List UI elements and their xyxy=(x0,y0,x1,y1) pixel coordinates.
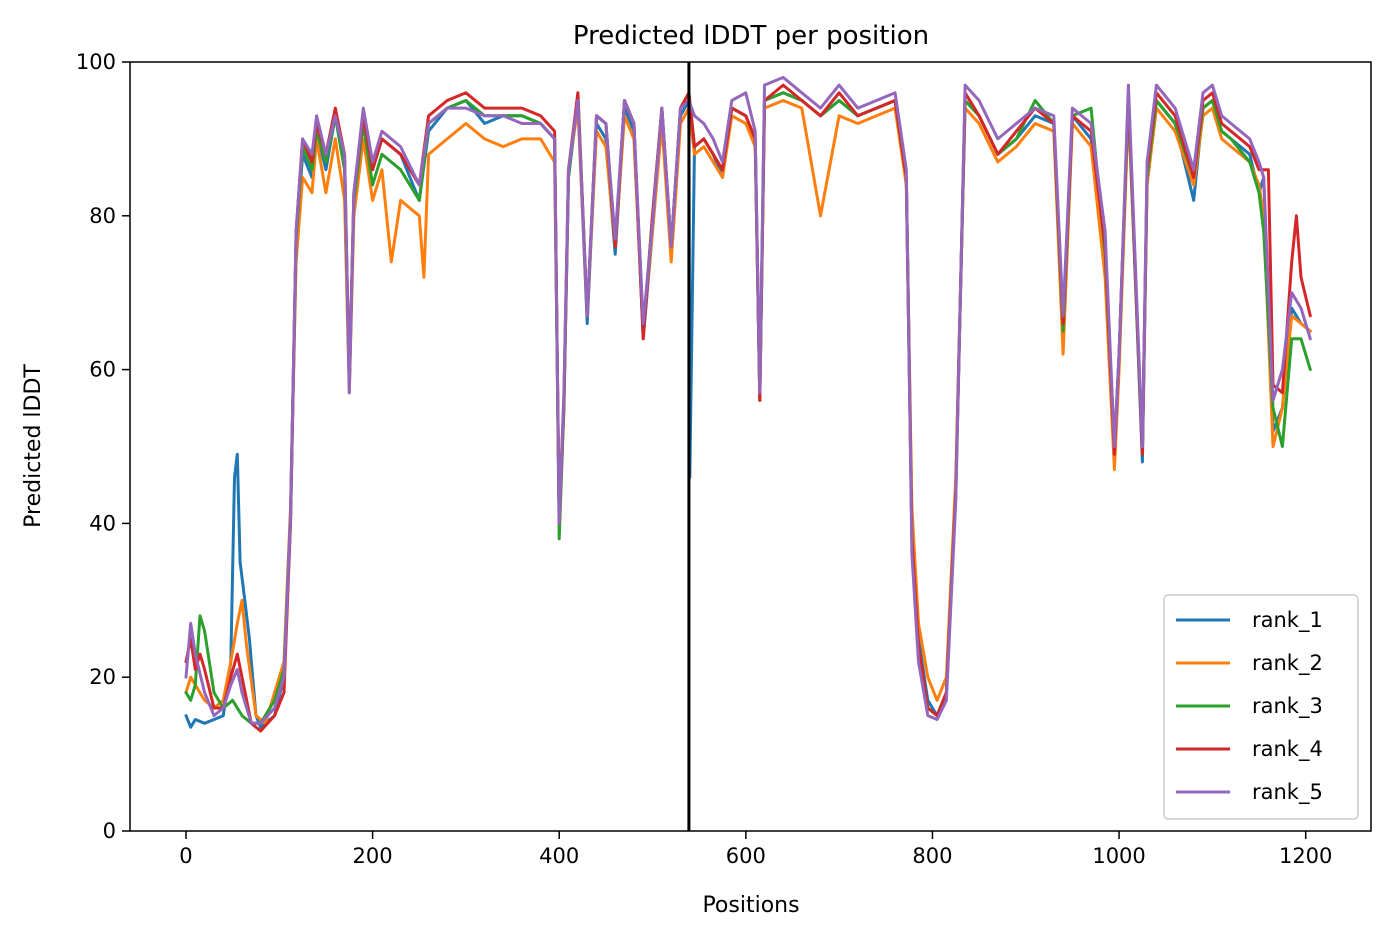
x-tick-label: 400 xyxy=(539,844,579,868)
legend-frame xyxy=(1163,594,1359,820)
series-layer xyxy=(184,75,1312,733)
legend: rank_1 rank_2 rank_3 rank_4 rank_5 xyxy=(1163,594,1359,820)
legend-items: rank_1 rank_2 rank_3 rank_4 rank_5 xyxy=(1176,608,1323,805)
x-tick-label: 200 xyxy=(353,844,393,868)
plot-frame xyxy=(129,61,1372,832)
y-axis-label: Predicted lDDT xyxy=(21,364,46,528)
plot-area xyxy=(129,61,1372,832)
legend-label-rank-2: rank_2 xyxy=(1252,651,1323,676)
y-tick-label: 20 xyxy=(89,665,116,689)
legend-label-rank-4: rank_4 xyxy=(1252,737,1323,762)
x-tick-label: 800 xyxy=(912,844,952,868)
legend-label-rank-3: rank_3 xyxy=(1252,694,1323,719)
x-tick-label: 600 xyxy=(726,844,766,868)
x-tick-label: 1000 xyxy=(1092,844,1145,868)
legend-label-rank-1: rank_1 xyxy=(1252,608,1323,633)
legend-label-rank-5: rank_5 xyxy=(1252,780,1323,805)
y-tick-label: 60 xyxy=(89,358,116,382)
x-tick-label: 0 xyxy=(179,844,192,868)
chart-title: Predicted lDDT per position xyxy=(573,21,929,51)
x-axis: 0 200 400 600 800 1000 1200 xyxy=(179,831,1332,868)
series-line-rank-5 xyxy=(184,75,1312,725)
x-axis-label: Positions xyxy=(702,893,799,918)
y-tick-label: 100 xyxy=(76,50,116,74)
y-tick-label: 0 xyxy=(103,819,116,843)
y-axis: 0 20 40 60 80 100 xyxy=(76,50,130,843)
y-tick-label: 40 xyxy=(89,511,116,535)
x-tick-label: 1200 xyxy=(1279,844,1332,868)
y-tick-label: 80 xyxy=(89,204,116,228)
